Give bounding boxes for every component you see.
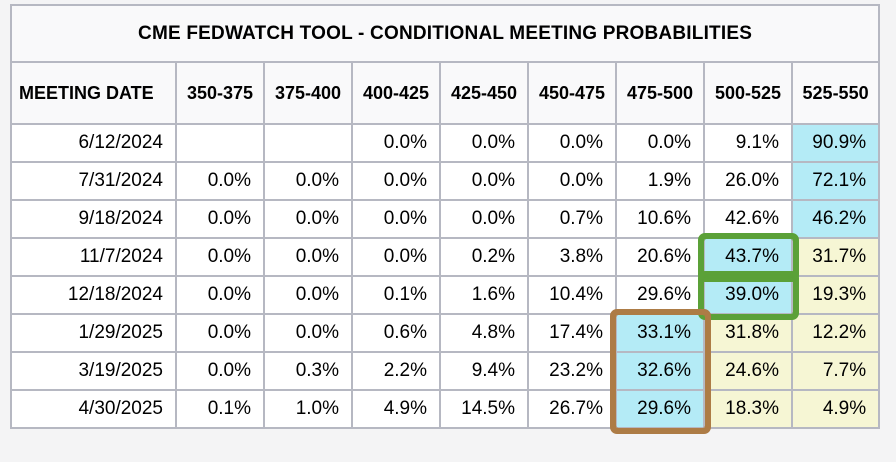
probability-cell: 14.5%	[439, 389, 529, 429]
meeting-date-cell: 3/19/2025	[10, 351, 177, 391]
table-row: 12/18/2024 0.0% 0.0% 0.1% 1.6% 10.4% 29.6% 39.0…	[10, 275, 881, 315]
probability-cell: 26.0%	[703, 161, 793, 201]
probability-cell: 10.4%	[527, 275, 617, 315]
table-row: 9/18/2024 0.0% 0.0% 0.0% 0.0% 0.7% 10.6% 42.6% 4…	[10, 199, 881, 239]
probability-cell: 0.1%	[175, 389, 265, 429]
probability-cell	[263, 123, 353, 163]
probability-cell: 1.0%	[263, 389, 353, 429]
probability-cell: 43.7%	[703, 237, 793, 277]
probability-cell: 7.7%	[790, 351, 881, 391]
probability-cell: 0.0%	[263, 199, 353, 239]
probability-cell: 0.0%	[263, 237, 353, 277]
probability-cell: 26.7%	[527, 389, 617, 429]
probability-cell: 0.0%	[263, 313, 353, 353]
column-header-range-450-475: 450-475	[527, 61, 617, 125]
probability-cell: 0.0%	[175, 351, 265, 391]
probability-cell: 0.0%	[351, 237, 441, 277]
column-header-range-400-425: 400-425	[351, 61, 441, 125]
probability-cell: 9.1%	[703, 123, 793, 163]
probability-cell: 0.0%	[263, 275, 353, 315]
probability-cell: 31.7%	[790, 237, 881, 277]
probability-cell: 0.6%	[351, 313, 441, 353]
column-header-range-350-375: 350-375	[175, 61, 265, 125]
probability-cell: 20.6%	[615, 237, 705, 277]
table-row: 7/31/2024 0.0% 0.0% 0.0% 0.0% 0.0% 1.9% 26.0% 72…	[10, 161, 881, 201]
probability-cell: 0.0%	[351, 161, 441, 201]
probability-cell: 4.8%	[439, 313, 529, 353]
meeting-date-cell: 7/31/2024	[10, 161, 177, 201]
probability-cell: 29.6%	[615, 389, 705, 429]
column-header-range-500-525: 500-525	[703, 61, 793, 125]
title-row: CME FEDWATCH TOOL - CONDITIONAL MEETING …	[9, 4, 881, 63]
probability-cell: 29.6%	[615, 275, 705, 315]
column-header-range-375-400: 375-400	[263, 61, 353, 125]
column-header-range-475-500: 475-500	[615, 61, 705, 125]
probability-cell: 42.6%	[703, 199, 793, 239]
probability-cell: 1.6%	[439, 275, 529, 315]
column-header-range-525-550: 525-550	[790, 61, 881, 125]
probability-cell: 2.2%	[351, 351, 441, 391]
probability-cell: 0.1%	[351, 275, 441, 315]
meeting-date-cell: 9/18/2024	[10, 199, 177, 239]
probability-cell: 4.9%	[351, 389, 441, 429]
meeting-date-cell: 12/18/2024	[10, 275, 177, 315]
table-row: 11/7/2024 0.0% 0.0% 0.0% 0.2% 3.8% 20.6% 43.7% 3…	[10, 237, 881, 277]
probability-cell: 46.2%	[790, 199, 881, 239]
table-row: 3/19/2025 0.0% 0.3% 2.2% 9.4% 23.2% 32.6% 24.6%…	[10, 351, 881, 391]
probability-cell: 0.0%	[439, 199, 529, 239]
probability-cell: 39.0%	[703, 275, 793, 315]
probability-cell: 0.0%	[615, 123, 705, 163]
probability-cell: 32.6%	[615, 351, 705, 391]
probability-cell: 9.4%	[439, 351, 529, 391]
probability-cell: 1.9%	[615, 161, 705, 201]
probability-cell: 0.0%	[527, 161, 617, 201]
probability-cell: 31.8%	[703, 313, 793, 353]
probability-cell: 0.0%	[175, 237, 265, 277]
probability-cell: 72.1%	[790, 161, 881, 201]
probability-cell: 19.3%	[790, 275, 881, 315]
meeting-date-cell: 11/7/2024	[10, 237, 177, 277]
probability-cell: 0.0%	[439, 123, 529, 163]
probability-cell: 0.2%	[439, 237, 529, 277]
probability-cell: 18.3%	[703, 389, 793, 429]
table-title: CME FEDWATCH TOOL - CONDITIONAL MEETING …	[9, 4, 881, 63]
probability-cell: 3.8%	[527, 237, 617, 277]
probability-cell: 0.0%	[351, 123, 441, 163]
probability-cell: 0.0%	[175, 161, 265, 201]
probability-cell: 0.3%	[263, 351, 353, 391]
probability-cell: 23.2%	[527, 351, 617, 391]
probability-cell: 4.9%	[790, 389, 881, 429]
probability-cell: 0.0%	[351, 199, 441, 239]
probability-cell: 24.6%	[703, 351, 793, 391]
column-header-meeting-date: MEETING DATE	[10, 61, 177, 125]
probability-cell: 0.0%	[175, 275, 265, 315]
table-row: 4/30/2025 0.1% 1.0% 4.9% 14.5% 26.7% 29.6% 18.3…	[10, 389, 881, 429]
table-row: 6/12/2024 0.0% 0.0% 0.0% 0.0% 9.1% 90.9%	[10, 123, 881, 163]
probability-cell: 33.1%	[615, 313, 705, 353]
probability-cell: 0.0%	[263, 161, 353, 201]
probability-cell: 0.0%	[175, 199, 265, 239]
probability-cell: 12.2%	[790, 313, 881, 353]
meeting-date-cell: 1/29/2025	[10, 313, 177, 353]
probability-cell	[175, 123, 265, 163]
probability-cell: 90.9%	[790, 123, 881, 163]
probability-cell: 10.6%	[615, 199, 705, 239]
meeting-date-cell: 6/12/2024	[10, 123, 177, 163]
probability-cell: 0.0%	[175, 313, 265, 353]
probability-cell: 17.4%	[527, 313, 617, 353]
meeting-date-cell: 4/30/2025	[10, 389, 177, 429]
probability-cell: 0.7%	[527, 199, 617, 239]
probability-cell: 0.0%	[439, 161, 529, 201]
probability-cell: 0.0%	[527, 123, 617, 163]
table-row: 1/29/2025 0.0% 0.0% 0.6% 4.8% 17.4% 33.1% 31.8%…	[10, 313, 881, 353]
fedwatch-table: CME FEDWATCH TOOL - CONDITIONAL MEETING …	[9, 4, 881, 429]
column-header-row: MEETING DATE 350-375 375-400 400-425 425-450…	[10, 61, 881, 125]
column-header-range-425-450: 425-450	[439, 61, 529, 125]
